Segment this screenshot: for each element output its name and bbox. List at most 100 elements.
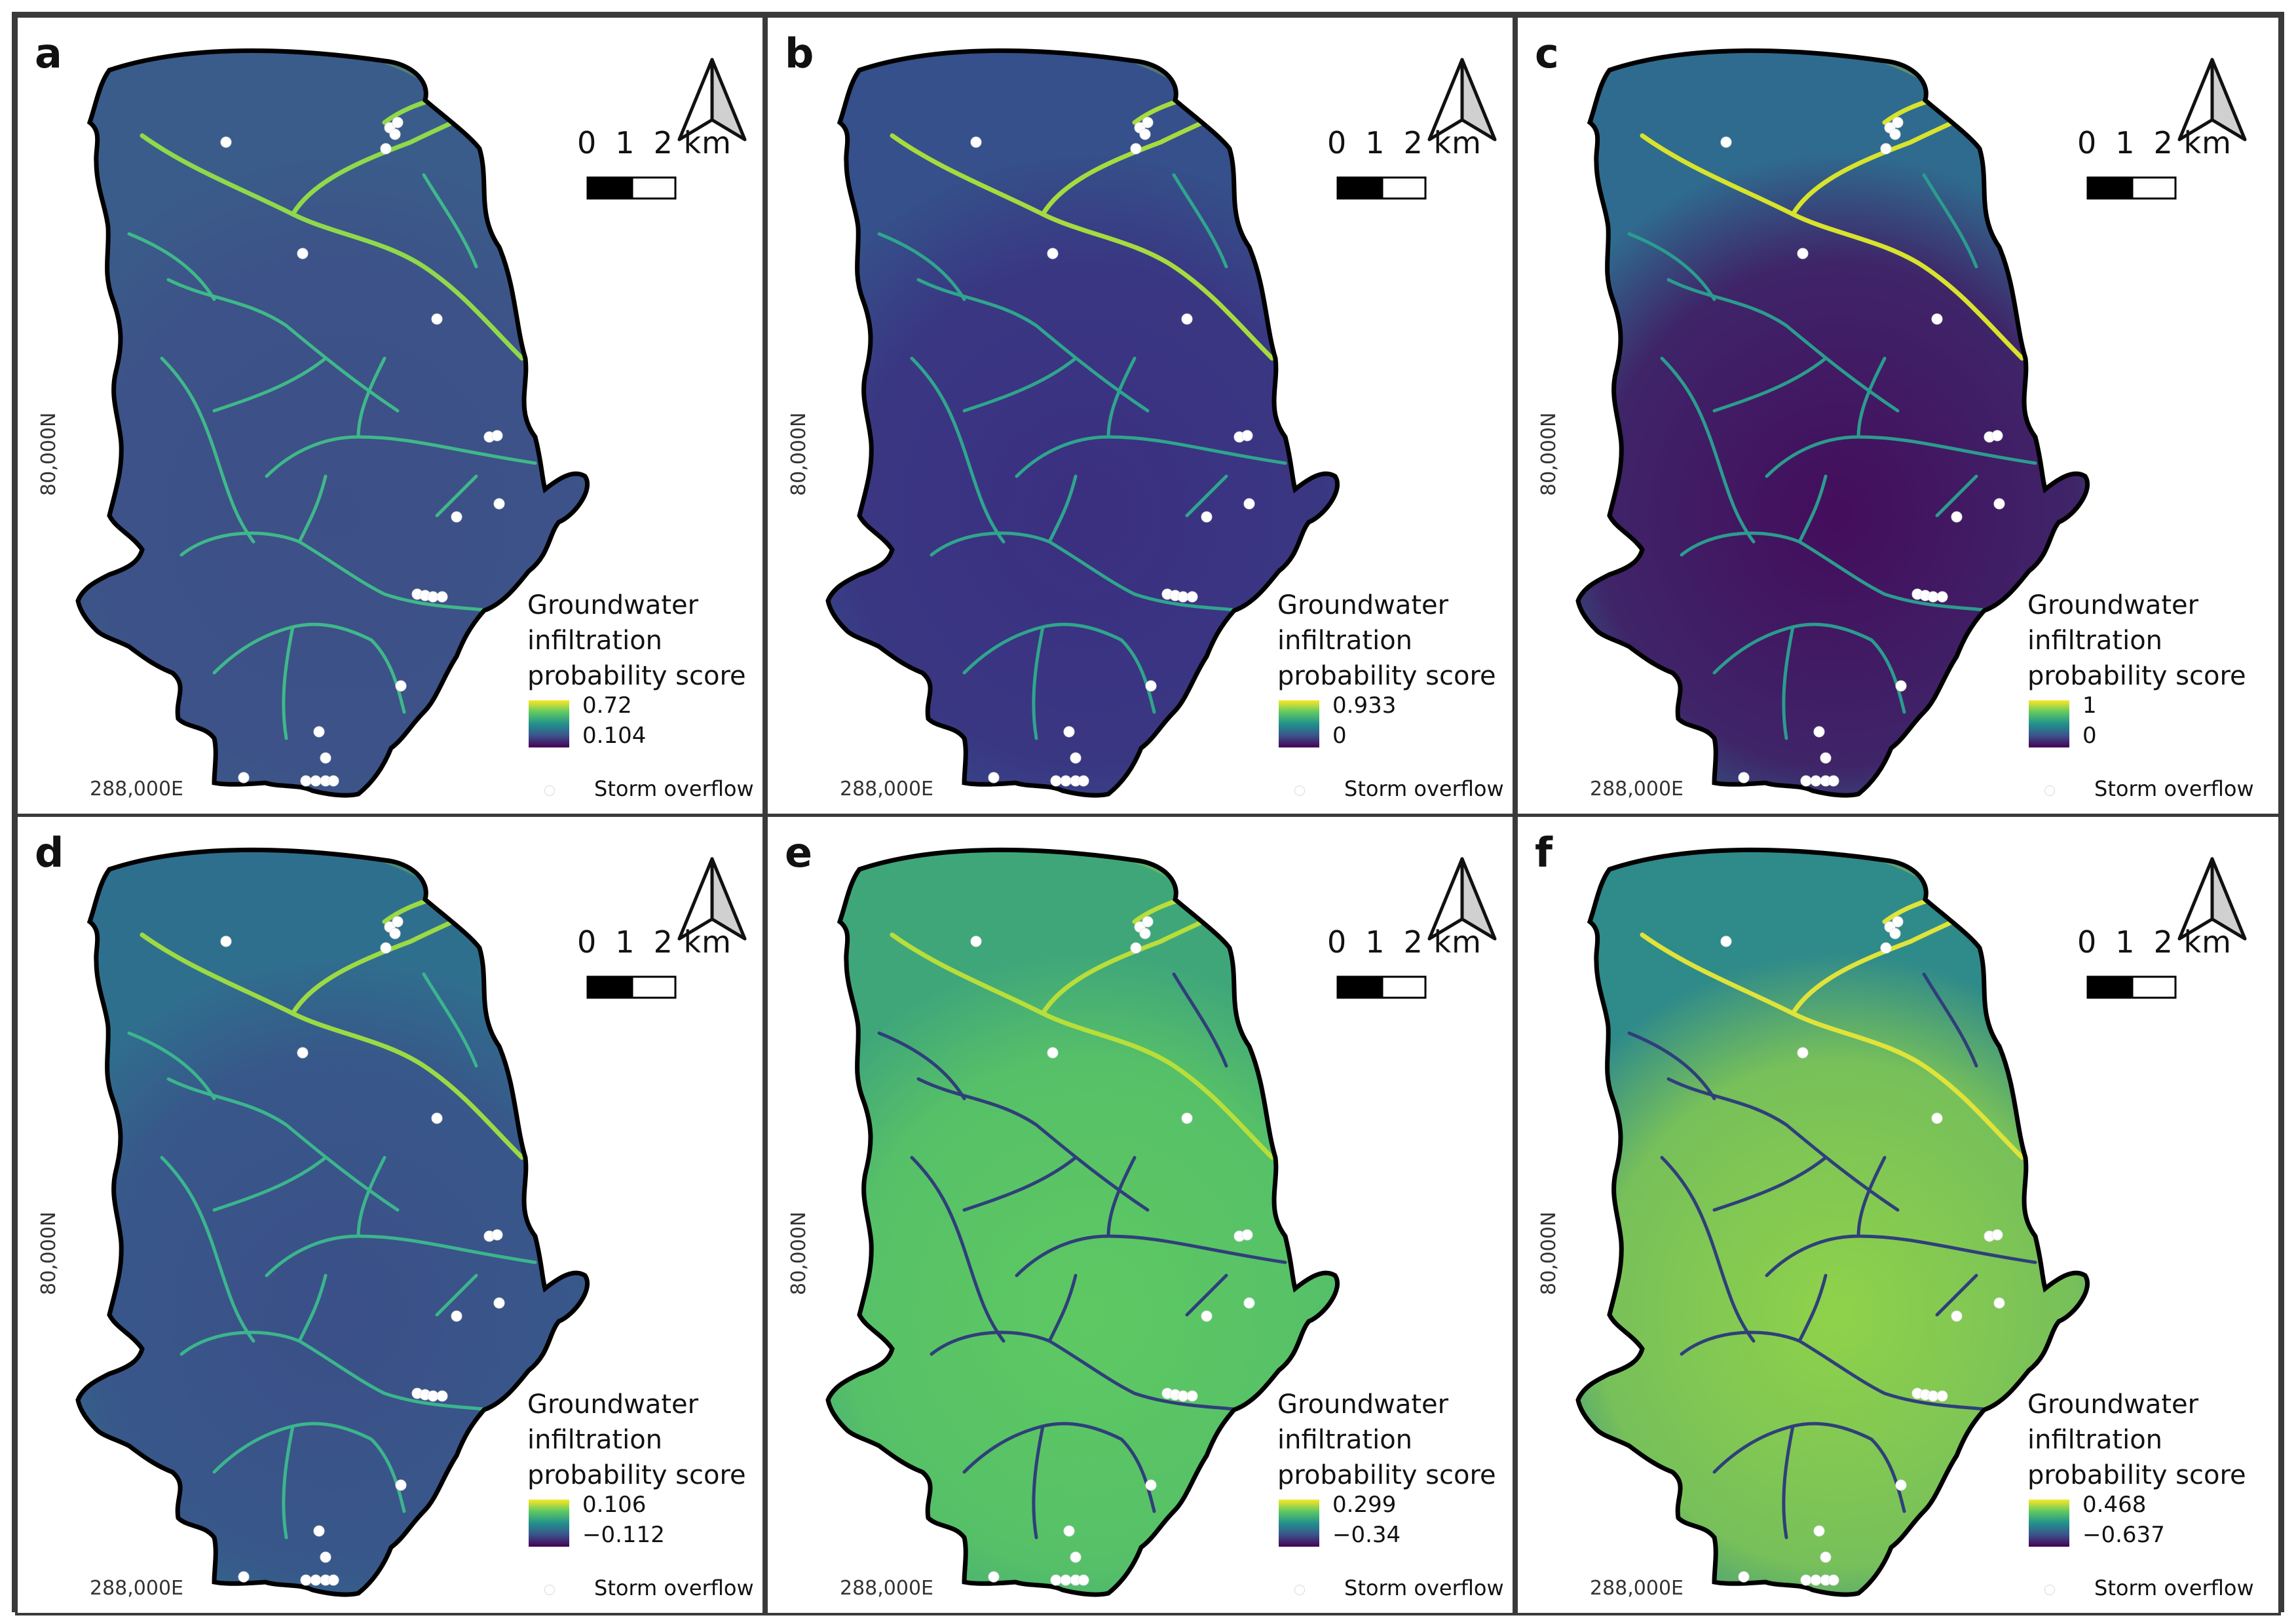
storm-overflow-point xyxy=(491,430,503,442)
stream-line xyxy=(166,1077,400,1212)
northing-label: 80,000N xyxy=(1537,412,1560,496)
storm-overflow-point xyxy=(1951,1310,1963,1322)
stream-line xyxy=(1856,356,1887,439)
scale-bar xyxy=(586,176,677,200)
stream-line xyxy=(1627,1031,1716,1101)
stream-line xyxy=(297,1274,328,1343)
storm-overflow-point xyxy=(1063,726,1075,738)
stream-line xyxy=(140,932,525,1160)
storm-overflow-point xyxy=(451,1310,462,1322)
legend-title: Groundwater infiltration probability sco… xyxy=(527,590,746,691)
storm-overflow-point xyxy=(1895,680,1907,692)
storm-overflow-point xyxy=(1063,1525,1075,1537)
storm-overflow-point xyxy=(1931,313,1943,325)
stream-line xyxy=(422,972,478,1068)
storm-overflow-point xyxy=(970,935,982,947)
stream-line xyxy=(166,278,400,413)
stream-line xyxy=(1660,1156,1756,1343)
storm-overflow-point xyxy=(313,1525,325,1537)
stream-line xyxy=(1666,1077,1900,1212)
stream-line xyxy=(1797,474,1828,544)
stream-line xyxy=(1015,1234,1287,1277)
storm-overflow-point xyxy=(1797,1047,1809,1059)
coastline xyxy=(1575,847,2090,1597)
storm-overflow-point xyxy=(1880,942,1892,954)
stream-line xyxy=(1782,625,1795,740)
stream-line xyxy=(1765,435,2037,478)
legend-title: Groundwater infiltration probability sco… xyxy=(1277,1389,1496,1490)
storm-overflow-point xyxy=(238,772,250,784)
storm-overflow-point xyxy=(1060,775,1072,787)
storm-overflow-point xyxy=(1186,591,1198,603)
stream-line xyxy=(212,1156,328,1212)
storm-overflow-point xyxy=(1813,726,1825,738)
stream-line xyxy=(962,622,1156,714)
scale-label: 0 xyxy=(2077,924,2098,960)
storm-overflow-point xyxy=(1139,928,1151,939)
storm-overflow-point xyxy=(1720,935,1732,947)
stream-line xyxy=(1666,278,1900,413)
scale-label: 0 xyxy=(577,924,597,960)
northing-label: 80,000N xyxy=(787,1211,810,1295)
storm-overflow-point xyxy=(1991,1229,2003,1241)
map-c xyxy=(1575,48,2090,798)
colour-ramp xyxy=(1279,1500,1319,1547)
northing-label: 80,000N xyxy=(37,412,60,496)
scale-label: 1 xyxy=(2115,125,2136,161)
storm-overflow-point xyxy=(431,1112,443,1124)
coastline xyxy=(1575,48,2090,798)
storm-overflow-point xyxy=(1078,775,1089,787)
stream-line xyxy=(1106,356,1137,439)
storm-overflow-point xyxy=(1800,1574,1812,1586)
legend-max-value: 0.72 xyxy=(582,692,632,719)
legend-title: Groundwater infiltration probability sco… xyxy=(2027,1389,2246,1490)
storm-overflow-symbol xyxy=(544,1585,555,1595)
storm-overflow-point xyxy=(1181,313,1193,325)
storm-overflow-point xyxy=(392,916,404,928)
storm-overflow-point xyxy=(988,772,1000,784)
scale-label: 2 km xyxy=(2153,125,2232,161)
scale-bar xyxy=(2086,176,2177,200)
scale-label: 0 xyxy=(1327,924,1347,960)
storm-overflow-symbol xyxy=(1294,1585,1305,1595)
scale-label: 1 xyxy=(1365,924,1385,960)
stream-line xyxy=(1712,622,1906,714)
stream-line xyxy=(1935,1274,1978,1317)
stream-line xyxy=(930,1331,1241,1412)
stream-line xyxy=(890,133,1275,361)
scale-label: 0 xyxy=(1327,125,1347,161)
map-d xyxy=(75,847,590,1597)
storm-overflow-point xyxy=(1070,1551,1082,1563)
legend-max-value: 0.468 xyxy=(2082,1492,2147,1518)
easting-label: 288,000E xyxy=(90,1577,184,1600)
scale-label: 1 xyxy=(2115,924,2136,960)
scale-label: 2 km xyxy=(2153,924,2232,960)
storm-overflow-point xyxy=(1060,1574,1072,1586)
legend-max-value: 0.299 xyxy=(1332,1492,1397,1518)
storm-overflow-point xyxy=(395,1479,407,1491)
storm-overflow-point xyxy=(1186,1390,1198,1402)
storm-overflow-point xyxy=(436,1390,448,1402)
map-a xyxy=(75,48,590,798)
scale-label: 1 xyxy=(1365,125,1385,161)
stream-line xyxy=(179,531,491,613)
panel-label: d xyxy=(35,829,64,877)
storm-overflow-point xyxy=(1813,1525,1825,1537)
storm-overflow-point xyxy=(1951,511,1963,523)
storm-overflow-point xyxy=(238,1571,250,1583)
storm-overflow-point xyxy=(1828,1574,1839,1586)
storm-overflow-point xyxy=(389,128,401,140)
scale-bar xyxy=(1336,176,1427,200)
storm-overflow-point xyxy=(1892,916,1904,928)
storm-overflow-point xyxy=(1820,752,1832,764)
stream-line xyxy=(1106,1156,1137,1238)
panel-label: b xyxy=(785,29,814,77)
panel-label: a xyxy=(35,29,62,77)
stream-line xyxy=(356,356,386,439)
storm-overflow-point xyxy=(1078,1574,1089,1586)
